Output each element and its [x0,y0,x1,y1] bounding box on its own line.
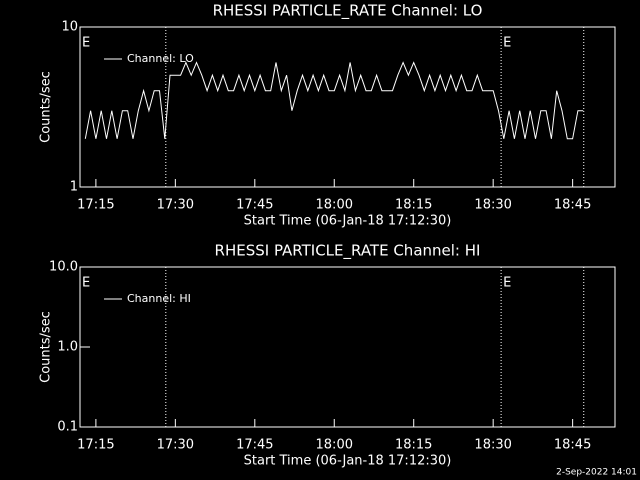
y-axis-label: Counts/sec [39,71,54,143]
data-line [84,61,584,140]
x-tick-label: 17:30 [157,438,194,453]
x-tick-label: 18:15 [395,198,432,213]
y-tick-label: 10.0 [49,260,78,275]
y-tick-label: 1 [70,180,78,195]
plot-frame [79,26,616,188]
x-tick-label: 18:45 [554,438,591,453]
y-tick-label: 1.0 [57,340,78,355]
footer: 2-Sep-2022 14:01 [556,468,637,478]
event-flag: E [82,276,90,291]
event-flag: E [503,276,511,291]
x-tick-label: 18:00 [316,198,353,213]
x-tick-label: 17:45 [236,438,273,453]
plot-frame [79,266,616,428]
x-tick-label: 18:15 [395,438,432,453]
chart-title: RHESSI PARTICLE_RATE Channel: HI [215,242,481,261]
x-tick-label: 17:15 [77,438,114,453]
event-flag: E [503,36,511,51]
x-tick-label: 18:30 [474,198,511,213]
x-tick-label: 17:30 [157,198,194,213]
y-tick-label: 10 [61,20,78,35]
event-flag: E [82,36,90,51]
x-axis-label: Start Time (06-Jan-18 17:12:30) [244,454,452,469]
y-tick-label: 0.1 [57,420,78,435]
x-tick-label: 17:45 [236,198,273,213]
x-tick-label: 18:00 [316,438,353,453]
legend-label: Channel: HI [127,292,191,305]
y-axis-label: Counts/sec [39,311,54,383]
legend-label: Channel: LO [127,52,194,65]
x-axis-label: Start Time (06-Jan-18 17:12:30) [244,214,452,229]
x-tick-label: 18:45 [554,198,591,213]
chart-title: RHESSI PARTICLE_RATE Channel: LO [213,2,483,21]
x-tick-label: 18:30 [474,438,511,453]
x-tick-label: 17:15 [77,198,114,213]
